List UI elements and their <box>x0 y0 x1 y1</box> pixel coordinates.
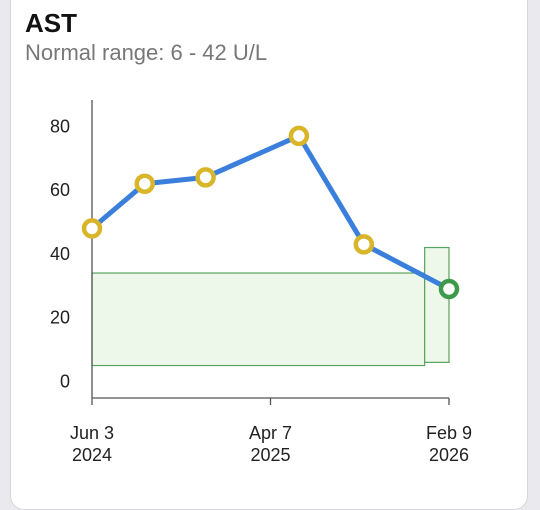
data-point-5 <box>438 278 460 300</box>
y-tick-label-40: 40 <box>50 244 70 264</box>
y-tick-label-0: 0 <box>60 372 70 392</box>
y-tick-label-20: 20 <box>50 308 70 328</box>
x-tick-label-1: Apr 7 <box>249 423 292 443</box>
reference-range-band-1 <box>424 246 450 363</box>
y-tick-label-80: 80 <box>50 116 70 136</box>
reference-range-layer <box>91 246 450 367</box>
y-tick-label-60: 60 <box>50 180 70 200</box>
data-point-0 <box>81 218 103 239</box>
x-tick-label-0: Jun 3 <box>70 423 114 443</box>
normal-range-subtitle: Normal range: 6 - 42 U/L <box>25 40 268 65</box>
data-point-2 <box>195 167 216 188</box>
data-point-1 <box>134 173 155 194</box>
data-point-4 <box>353 234 375 255</box>
reference-range-band-0 <box>91 272 426 367</box>
test-title: AST <box>25 8 77 38</box>
x-tick-year-1: 2025 <box>250 445 290 465</box>
x-tick-year-0: 2024 <box>72 445 112 465</box>
x-tick-label-2: Feb 9 <box>426 423 472 443</box>
axes-layer <box>91 100 450 405</box>
x-tick-year-2: 2026 <box>429 445 469 465</box>
series-line-layer <box>89 133 452 292</box>
data-point-3 <box>288 125 310 147</box>
series-line-0 <box>89 133 452 292</box>
markers-layer <box>81 125 460 300</box>
